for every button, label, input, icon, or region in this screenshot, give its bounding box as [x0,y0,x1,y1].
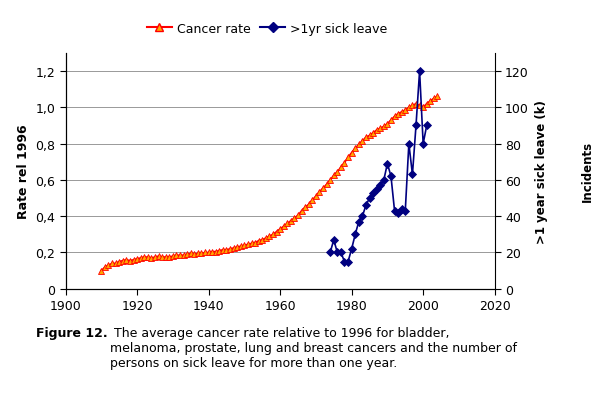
Text: Figure 12.: Figure 12. [36,326,107,339]
Y-axis label: Rate rel 1996: Rate rel 1996 [17,124,30,218]
Y-axis label: >1 year sick leave (k): >1 year sick leave (k) [535,100,548,243]
Text: Incidents: Incidents [581,141,594,202]
Legend: Cancer rate, >1yr sick leave: Cancer rate, >1yr sick leave [142,17,393,40]
Text: The average cancer rate relative to 1996 for bladder,
melanoma, prostate, lung a: The average cancer rate relative to 1996… [110,326,517,369]
